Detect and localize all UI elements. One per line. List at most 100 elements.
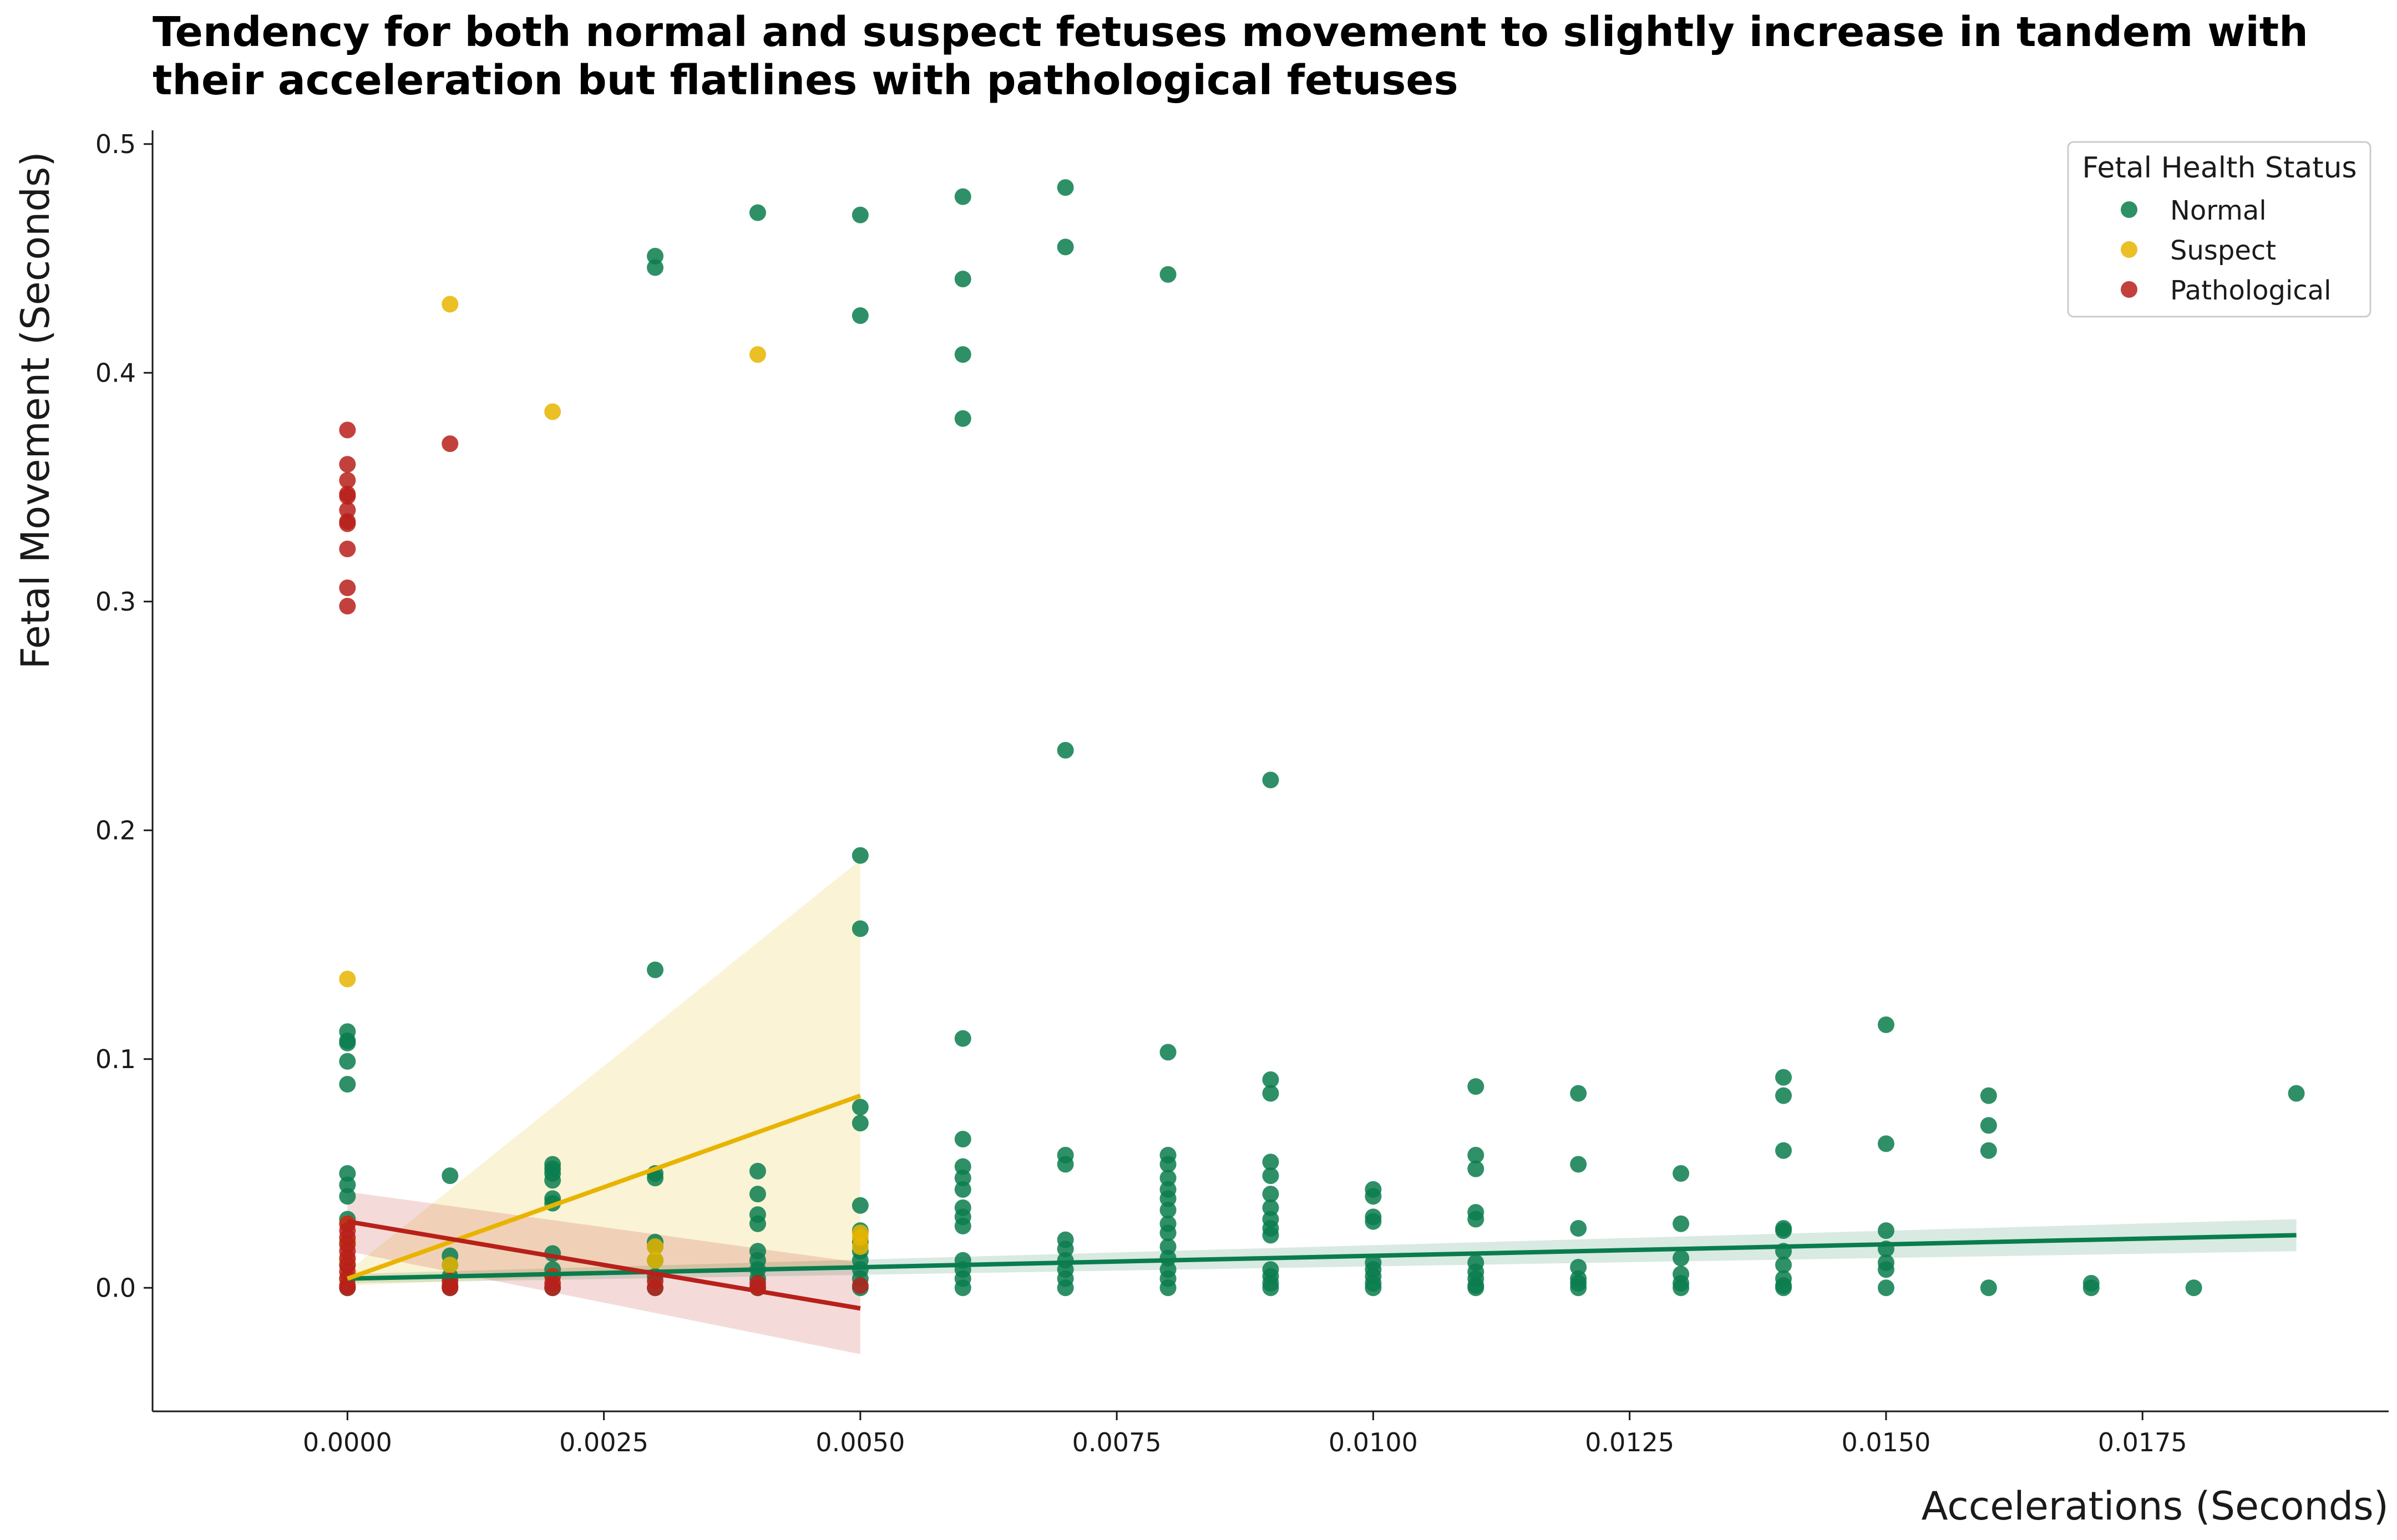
pathological-point (339, 501, 356, 519)
normal-point (954, 346, 971, 363)
y-tick-label: 0.5 (95, 129, 136, 159)
y-tick-label: 0.4 (95, 358, 136, 388)
normal-point (647, 1170, 664, 1187)
axes: 0.0000 0.0025 0.0050 0.0075 0.0100 0.0125 0.01… (95, 129, 2389, 1457)
pathological-point (339, 488, 356, 505)
normal-point (954, 1279, 971, 1297)
scatter-points (339, 179, 2305, 1297)
suspect-point (339, 970, 356, 988)
normal-point (1570, 1085, 1587, 1102)
y-tick-label: 0.2 (95, 815, 136, 845)
normal-point (1159, 1190, 1177, 1207)
pathological-point (339, 598, 356, 614)
normal-point (1570, 1259, 1587, 1276)
suspect-point (442, 1257, 459, 1273)
pathological-point (442, 1279, 459, 1297)
legend-label: Suspect (2170, 235, 2276, 266)
normal-point (1057, 179, 1074, 196)
normal-point (1262, 1227, 1279, 1244)
normal-point (1673, 1279, 1690, 1297)
normal-point (1570, 1279, 1587, 1297)
normal-point (1365, 1188, 1382, 1205)
x-axis-ticks: 0.0000 0.0025 0.0050 0.0075 0.0100 0.0125 0.01… (303, 1411, 2187, 1457)
normal-point (1673, 1165, 1690, 1182)
normal-point (1057, 1241, 1074, 1258)
x-tick-label: 0.0175 (2098, 1427, 2187, 1457)
normal-point (1775, 1257, 1792, 1273)
y-axis-label: Fetal Movement (Seconds) (13, 151, 58, 669)
suspect-regression-line (346, 1093, 861, 1281)
normal-point (749, 1162, 766, 1180)
normal-point (1365, 1279, 1382, 1297)
y-tick-label: 0.0 (95, 1273, 136, 1303)
normal-point (1262, 1167, 1279, 1185)
normal-point (954, 1170, 971, 1187)
normal-point (852, 1197, 869, 1214)
normal-point (1467, 1211, 1484, 1228)
normal-point (1877, 1135, 1894, 1152)
regression-bands (347, 860, 2297, 1354)
pathological-point (339, 515, 356, 532)
normal-point (1877, 1279, 1894, 1297)
x-axis-label: Accelerations (Seconds) (1922, 1483, 2389, 1529)
normal-point (1159, 1044, 1177, 1061)
normal-point (1775, 1087, 1792, 1104)
normal-point (1159, 1238, 1177, 1255)
normal-point (749, 1215, 766, 1232)
legend-marker (2121, 201, 2137, 218)
pathological-point (339, 580, 356, 596)
pathological-regression-line (347, 1219, 861, 1311)
normal-point (1057, 1279, 1074, 1297)
x-tick-label: 0.0150 (1841, 1427, 1930, 1457)
normal-point (1159, 1156, 1177, 1173)
normal-point (954, 1217, 971, 1234)
pathological-point (647, 1279, 664, 1297)
normal-point (1057, 1156, 1074, 1173)
normal-point (1159, 1170, 1177, 1187)
normal-point (852, 1115, 869, 1132)
normal-point (1877, 1016, 1894, 1033)
x-tick-label: 0.0100 (1329, 1427, 1418, 1457)
normal-point (1159, 1202, 1177, 1218)
normal-point (1159, 266, 1177, 283)
normal-point (852, 1099, 869, 1116)
normal-point (1262, 1279, 1279, 1297)
legend-marker (2121, 281, 2137, 298)
pathological-point (339, 540, 356, 557)
chart-title-line-1: Tendency for both normal and suspect fet… (153, 8, 2308, 56)
legend-label: Pathological (2170, 275, 2331, 306)
legend-item-suspect: Suspect (2121, 235, 2276, 266)
normal-point (1365, 1213, 1382, 1230)
normal-point (442, 1167, 459, 1185)
normal-point (1057, 741, 1074, 759)
suspect-confidence-band (347, 860, 860, 1286)
x-tick-label: 0.0050 (815, 1427, 905, 1457)
normal-point (954, 1158, 971, 1175)
normal-point (749, 204, 766, 221)
pathological-point (339, 421, 356, 439)
pathological-point (852, 1277, 869, 1294)
normal-point (339, 1034, 356, 1051)
normal-point (339, 1176, 356, 1193)
suspect-point (647, 1252, 664, 1269)
chart-title: Tendency for both normal and suspect fet… (153, 8, 2308, 104)
normal-point (1673, 1249, 1690, 1267)
y-tick-label: 0.3 (95, 587, 136, 617)
suspect-point (544, 403, 561, 420)
normal-point (1262, 1153, 1279, 1171)
normal-point (2082, 1279, 2100, 1297)
suspect-point (647, 1238, 664, 1255)
normal-point (954, 188, 971, 205)
normal-point (1775, 1279, 1792, 1297)
pathological-points (339, 421, 869, 1297)
normal-point (1467, 1279, 1484, 1297)
pathological-point (442, 435, 459, 453)
normal-point (1877, 1261, 1894, 1278)
normal-point (1980, 1142, 1997, 1159)
suspect-point (749, 346, 766, 363)
normal-point (647, 259, 664, 276)
normal-point (954, 1181, 971, 1198)
normal-point (954, 1030, 971, 1047)
normal-point (339, 1188, 356, 1205)
